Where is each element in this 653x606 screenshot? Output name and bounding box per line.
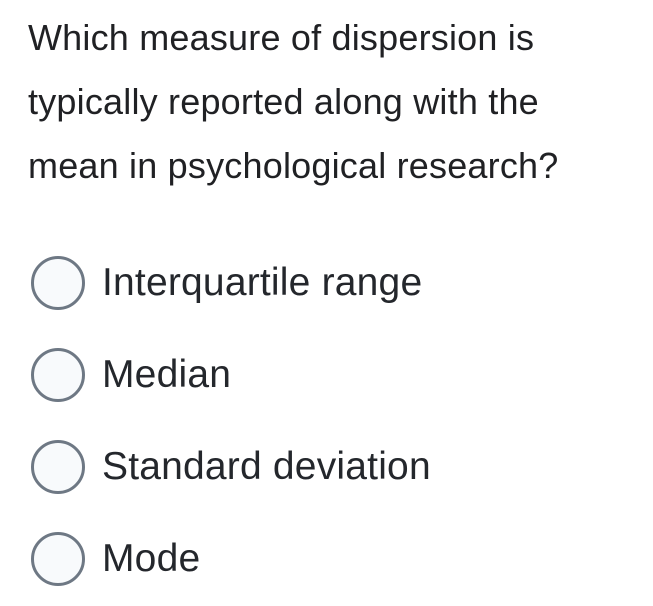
answer-option-standard-deviation[interactable]: Standard deviation [31,440,633,494]
radio-button-icon[interactable] [31,256,85,310]
radio-button-icon[interactable] [31,348,85,402]
answer-option-median[interactable]: Median [31,348,633,402]
answer-option-interquartile-range[interactable]: Interquartile range [31,256,633,310]
option-label: Median [102,353,232,396]
option-label: Mode [102,537,201,580]
answer-option-mode[interactable]: Mode [31,532,633,586]
question-line: mean in psychological research? [28,145,559,186]
option-label: Standard deviation [102,445,431,488]
option-label: Interquartile range [102,261,423,304]
radio-button-icon[interactable] [31,440,85,494]
question-text: Which measure of dispersion is typically… [28,6,633,198]
radio-button-icon[interactable] [31,532,85,586]
question-line: Which measure of dispersion is [28,17,535,58]
answer-options-list: Interquartile range Median Standard devi… [31,256,633,586]
question-line: typically reported along with the [28,81,539,122]
